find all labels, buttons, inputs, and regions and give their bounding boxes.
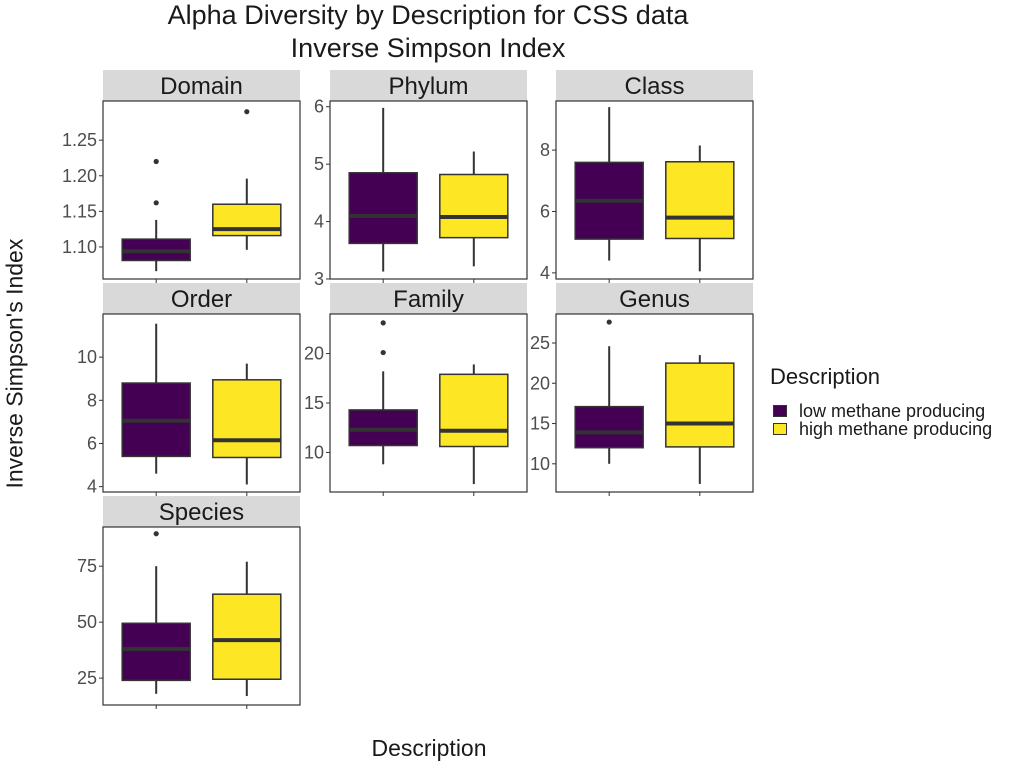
- facet-strip-domain: [103, 70, 300, 101]
- y-tick-label: 4: [87, 477, 97, 497]
- outlier-point: [153, 200, 159, 206]
- y-tick-label: 6: [87, 433, 97, 453]
- box-high: [212, 593, 282, 681]
- panel-border-class: [555, 100, 754, 280]
- y-tick-label: 15: [304, 393, 324, 413]
- y-tick-label: 8: [87, 390, 97, 410]
- y-tick-label: 50: [77, 612, 97, 632]
- facet-strip-label: Phylum: [388, 73, 468, 100]
- y-tick-label: 1.20: [62, 166, 97, 186]
- legend-title: Description: [770, 364, 881, 389]
- y-tick-label: 10: [304, 442, 324, 462]
- y-tick-label: 20: [530, 373, 550, 393]
- y-tick-label: 10: [77, 347, 97, 367]
- facet-strip-order: [103, 283, 300, 314]
- y-tick-label: 1.10: [62, 237, 97, 257]
- y-tick-label: 8: [540, 140, 550, 160]
- box-low: [348, 172, 418, 245]
- panel-border-species: [102, 526, 301, 706]
- outlier-point: [153, 158, 159, 165]
- facet-strip-genus: [556, 283, 753, 314]
- panel-border-genus: [555, 313, 754, 493]
- y-tick-label: 75: [77, 556, 97, 576]
- y-tick-label: 1.25: [62, 130, 97, 150]
- outlier-point: [153, 531, 159, 537]
- facet-strip-label: Domain: [160, 73, 243, 100]
- legend: Description low methane producing high m…: [770, 364, 993, 439]
- legend-label-low: low methane producing: [799, 400, 986, 421]
- box-high: [439, 173, 509, 239]
- chart-title: Alpha Diversity by Description for CSS d…: [167, 0, 689, 30]
- outlier-point: [380, 320, 386, 326]
- facet-strip-class: [556, 70, 753, 101]
- panel-border-order: [102, 313, 301, 493]
- outlier-point: [244, 109, 250, 115]
- box-high: [665, 362, 735, 448]
- box-high: [665, 161, 735, 240]
- legend-item-low: low methane producing: [770, 400, 992, 421]
- box-high: [439, 373, 509, 448]
- box-low: [574, 405, 644, 449]
- facet-strip-label: Order: [171, 286, 232, 313]
- facet-strip-phylum: [330, 70, 527, 101]
- facet-strip-family: [330, 283, 527, 314]
- y-tick-label: 10: [530, 454, 550, 474]
- facet-strip-label: Class: [624, 73, 684, 100]
- box-high: [212, 379, 282, 459]
- panel-border-domain: [102, 100, 301, 280]
- y-tick-label: 25: [77, 668, 97, 688]
- panel-border-family: [329, 313, 528, 493]
- y-tick-label: 15: [530, 414, 550, 434]
- facet-strip-label: Genus: [619, 286, 690, 313]
- y-tick-label: 6: [314, 97, 324, 117]
- x-axis-label: Description: [371, 735, 487, 761]
- y-tick-label: 1.15: [62, 201, 97, 221]
- y-tick-label: 5: [314, 154, 324, 174]
- outlier-point: [606, 319, 612, 325]
- legend-item-high: high methane producing: [770, 418, 993, 439]
- y-tick-label: 25: [530, 333, 550, 353]
- chart-subtitle: Inverse Simpson Index: [290, 33, 566, 63]
- y-tick-label: 3: [314, 269, 324, 289]
- legend-label-high: high methane producing: [799, 418, 993, 439]
- y-axis-label: Inverse Simpson's Index: [1, 238, 28, 489]
- legend-key-low: [773, 405, 787, 417]
- y-tick-label: 4: [540, 263, 550, 283]
- legend-key-high: [773, 423, 787, 435]
- facet-strip-label: Species: [159, 499, 244, 526]
- y-tick-label: 6: [540, 201, 550, 221]
- y-tick-label: 20: [304, 344, 324, 364]
- facet-strip-label: Family: [393, 286, 464, 313]
- facet-strip-species: [103, 496, 300, 527]
- panel-border-phylum: [329, 100, 528, 280]
- outlier-point: [380, 349, 386, 356]
- box-low: [121, 622, 191, 682]
- y-tick-label: 4: [314, 212, 324, 232]
